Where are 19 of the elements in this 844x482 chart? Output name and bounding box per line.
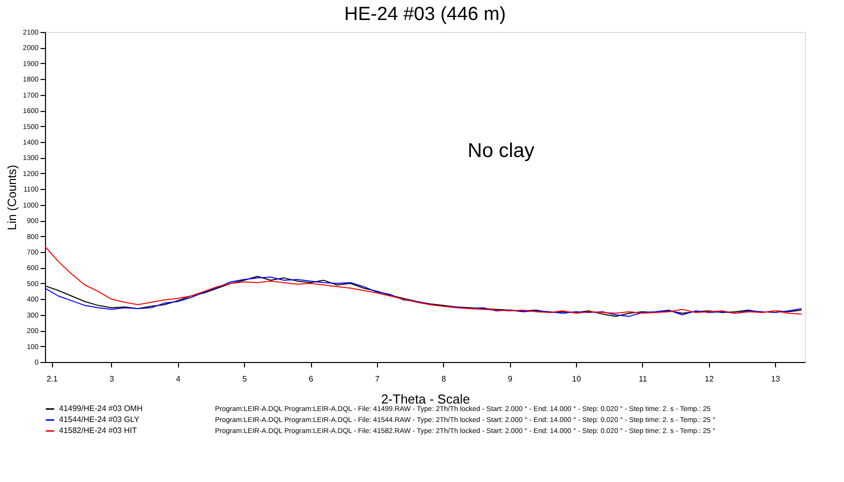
annotation: No clay <box>468 140 534 162</box>
legend-label: 41499/HE-24 #03 OMH <box>59 404 143 413</box>
x-tick-label: 4 <box>176 374 182 384</box>
x-tick-label: 2.1 <box>46 374 58 384</box>
x-tick-label: 13 <box>771 374 781 384</box>
x-tick-label: 7 <box>375 374 380 384</box>
x-tick-label: 10 <box>572 374 582 384</box>
legend-label: 41544/HE-24 #03 GLY <box>59 415 140 424</box>
x-tick-label: 12 <box>704 374 714 384</box>
x-tick-label: 3 <box>110 374 115 384</box>
x-tick-label: 11 <box>638 374 648 384</box>
legend-label: 41582/HE-24 #03 HIT <box>59 426 137 435</box>
chart-title: HE-24 #03 (446 m) <box>344 4 506 25</box>
x-tick-label: 6 <box>308 374 314 384</box>
x-axis-title: 2-Theta - Scale <box>381 392 470 406</box>
y-axis-title: Lin (Counts) <box>4 164 19 230</box>
x-tick-label: 9 <box>508 374 513 384</box>
x-tick-label: 5 <box>242 374 248 384</box>
x-tick-label: 8 <box>442 374 447 384</box>
